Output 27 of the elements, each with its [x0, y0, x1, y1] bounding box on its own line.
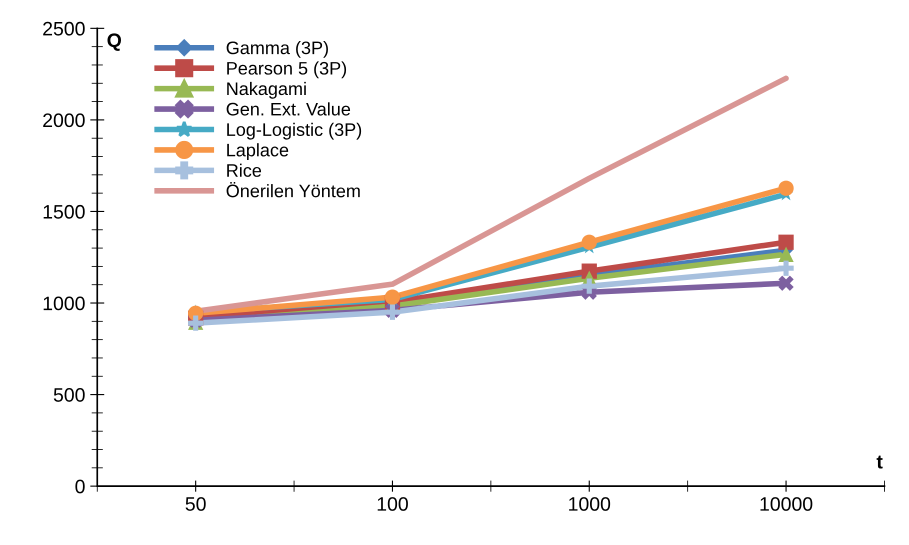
legend-label: Log-Logistic (3P): [227, 122, 362, 140]
legend-label: Gamma (3P): [226, 40, 328, 58]
legend-label: Laplace: [227, 143, 288, 160]
point: [778, 276, 794, 291]
y-tick-label: 500: [54, 388, 85, 402]
y-tick-label: 2500: [43, 22, 85, 36]
point: [778, 260, 794, 276]
x-tick-label: 100: [378, 497, 408, 511]
x-axis-title: t: [876, 456, 883, 469]
y-axis-title: Q: [108, 33, 122, 51]
legend-label: Pearson 5 (3P): [227, 61, 346, 78]
y-tick-label: 1500: [44, 204, 85, 219]
x-tick-label: 50: [186, 497, 206, 511]
y-tick-label: 0: [75, 480, 85, 494]
point: [778, 246, 794, 262]
y-tick-label: 1000: [44, 296, 85, 310]
legend-label: Nakagami: [227, 82, 306, 99]
point: [582, 234, 597, 250]
point: [778, 180, 794, 196]
point: [778, 234, 794, 250]
x-tick-label: 10000: [760, 497, 812, 511]
legend-label: Önerilen Yöntem: [226, 182, 360, 198]
legend-label: Rice: [227, 164, 262, 177]
y-tick-label: 2000: [43, 113, 85, 128]
point: [582, 278, 597, 294]
x-tick-label: 1000: [569, 497, 610, 511]
legend-label: Gen. Ext. Value: [226, 102, 350, 116]
